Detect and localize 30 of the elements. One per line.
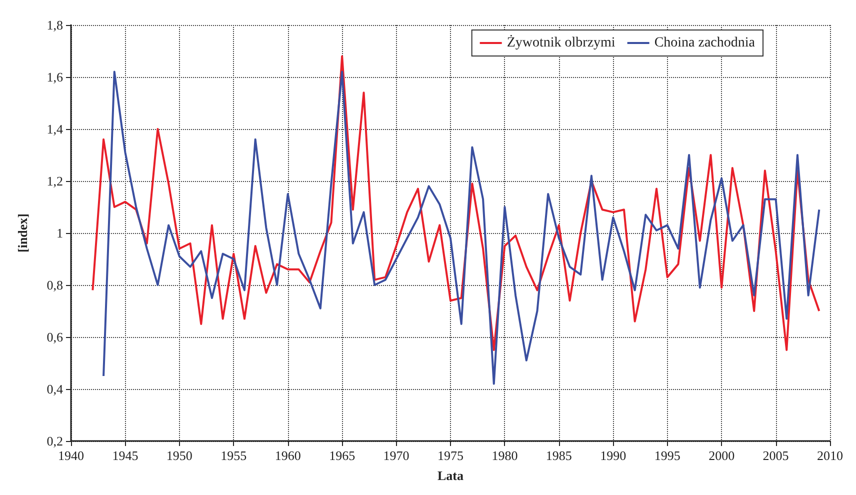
x-tick-label: 1965	[329, 448, 356, 463]
x-tick-label: 2000	[708, 448, 735, 463]
x-tick-label: 1995	[654, 448, 680, 463]
y-axis-title: [index]	[15, 214, 30, 252]
x-tick-label: 1950	[166, 448, 192, 463]
x-tick-label: 1945	[112, 448, 138, 463]
y-tick-label: 0,4	[46, 382, 64, 396]
x-axis-title: Lata	[438, 468, 464, 483]
x-tick-label: 1970	[383, 448, 410, 463]
x-tick-label: 2005	[762, 448, 789, 463]
y-tick-label: 0,8	[46, 278, 63, 292]
line-series	[102, 70, 820, 385]
y-tick-label: 1,2	[46, 174, 63, 188]
x-tick-label: 1940	[58, 448, 84, 463]
y-tick-label: 1,8	[46, 18, 63, 32]
x-tick-label: 1960	[274, 448, 301, 463]
x-tick-label: 2010	[817, 448, 843, 463]
x-tick-label: 1975	[438, 448, 464, 463]
line-series	[92, 55, 820, 351]
legend-label: Żywotnik olbrzymi	[506, 34, 616, 50]
y-tick-label: 0,6	[46, 330, 64, 344]
y-tick-label: 1,6	[46, 70, 64, 84]
x-tick-label: 1990	[600, 448, 626, 463]
y-tick-label: 1,4	[46, 122, 64, 136]
x-tick-label: 1955	[220, 448, 247, 463]
x-tick-label: 1985	[546, 448, 572, 463]
legend-label: Choina zachodnia	[654, 36, 756, 50]
y-tick-label: 1	[56, 226, 63, 240]
y-tick-label: 0,2	[46, 434, 63, 448]
x-tick-label: 1980	[492, 448, 518, 463]
